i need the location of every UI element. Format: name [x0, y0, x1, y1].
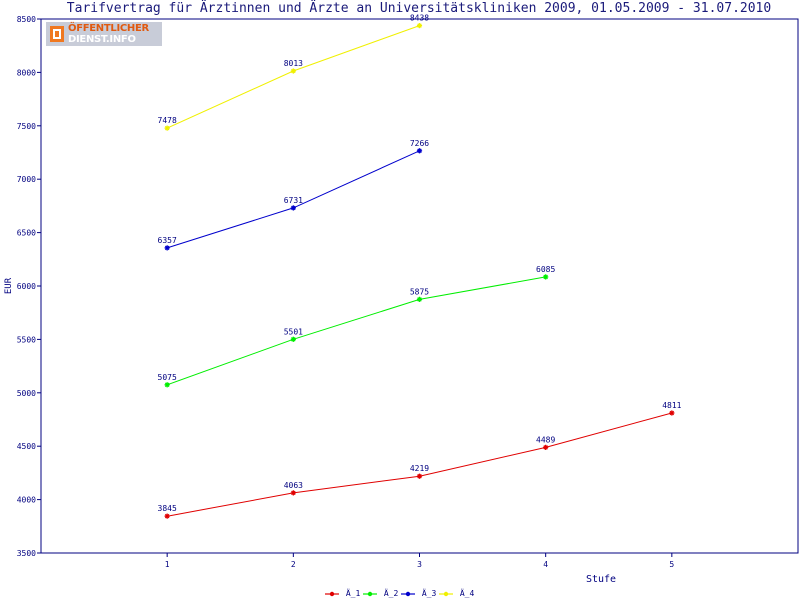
data-point — [669, 410, 675, 416]
x-tick-label: 2 — [291, 560, 296, 569]
data-point — [164, 125, 170, 131]
site-logo: ÖFFENTLICHER DIENST.INFO — [46, 22, 162, 46]
data-point — [290, 205, 296, 211]
data-point — [416, 23, 423, 29]
legend-item: Ä_4 — [439, 589, 474, 598]
y-tick-label: 7500 — [17, 122, 36, 131]
legend-item: Ä_1 — [325, 589, 360, 598]
data-point — [290, 336, 296, 342]
data-point — [164, 382, 170, 388]
legend-swatch — [325, 591, 339, 596]
data-label: 6357 — [158, 236, 177, 245]
x-tick-label: 4 — [543, 560, 548, 569]
data-label: 6085 — [536, 265, 555, 274]
data-point — [543, 444, 549, 450]
data-point — [416, 148, 423, 154]
legend-item: Ä_2 — [363, 589, 398, 598]
data-point — [164, 245, 170, 251]
y-tick-label: 5000 — [17, 389, 36, 398]
legend-swatch — [439, 591, 453, 596]
x-axis-label: Stufe — [586, 574, 616, 585]
data-label: 8438 — [410, 14, 429, 23]
y-axis-label: EUR — [4, 277, 14, 294]
y-tick-label: 8000 — [17, 68, 36, 77]
y-tick-label: 6500 — [17, 229, 36, 238]
data-label: 6731 — [284, 196, 303, 205]
data-point — [290, 68, 296, 74]
legend-swatch — [363, 591, 377, 596]
series-line — [167, 276, 546, 386]
y-tick-label: 7000 — [17, 175, 36, 184]
x-tick-label: 5 — [669, 560, 674, 569]
data-point — [543, 274, 549, 280]
data-point — [416, 296, 423, 302]
y-tick-label: 3500 — [17, 549, 36, 558]
data-label: 5501 — [284, 327, 303, 336]
data-label: 4489 — [536, 435, 555, 444]
data-label: 4219 — [410, 464, 429, 473]
data-point — [164, 513, 170, 519]
chart-title: Tarifvertrag für Ärztinnen und Ärzte an … — [66, 1, 772, 16]
data-label: 4063 — [284, 481, 303, 490]
y-tick-label: 6000 — [17, 282, 36, 291]
legend-label: Ä_4 — [455, 589, 475, 598]
x-tick-label: 3 — [417, 560, 422, 569]
data-label: 8013 — [284, 59, 303, 68]
series-line — [166, 25, 420, 129]
y-tick-label: 4000 — [17, 496, 36, 505]
data-label: 5875 — [410, 287, 429, 296]
y-tick-label: 8500 — [17, 15, 36, 24]
data-label: 7478 — [158, 116, 177, 125]
legend-item: Ä_3 — [401, 589, 436, 598]
x-tick-label: 1 — [165, 560, 170, 569]
data-label: 7266 — [410, 139, 429, 148]
logo-mark-icon — [50, 26, 64, 42]
legend-label: Ä_3 — [417, 589, 437, 598]
logo-line-1: ÖFFENTLICHER — [68, 23, 149, 34]
legend-swatch — [401, 591, 415, 596]
legend-label: Ä_1 — [341, 589, 361, 598]
data-point — [416, 473, 423, 479]
data-label: 5075 — [158, 373, 177, 382]
data-label: 3845 — [158, 504, 177, 513]
legend-label: Ä_2 — [379, 589, 399, 598]
y-tick-label: 4500 — [17, 442, 36, 451]
logo-line-2: DIENST.INFO — [68, 34, 136, 45]
y-tick-label: 5500 — [17, 335, 36, 344]
data-label: 4811 — [662, 401, 681, 410]
data-point — [290, 490, 296, 496]
